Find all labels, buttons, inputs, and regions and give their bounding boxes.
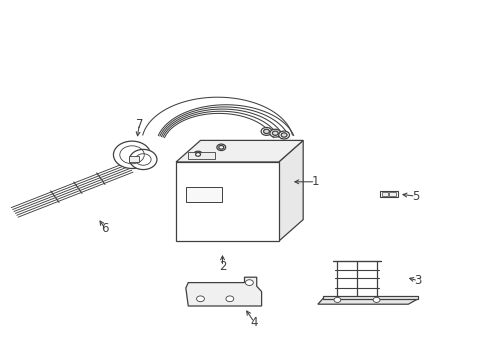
Polygon shape xyxy=(317,299,417,304)
Circle shape xyxy=(216,144,225,150)
Bar xyxy=(188,152,215,159)
Circle shape xyxy=(196,296,204,302)
Bar xyxy=(382,192,387,196)
Circle shape xyxy=(333,297,340,302)
Bar xyxy=(128,156,139,162)
Text: 3: 3 xyxy=(413,274,421,287)
Circle shape xyxy=(261,127,271,135)
Bar xyxy=(388,192,395,196)
Bar xyxy=(185,187,222,202)
Polygon shape xyxy=(278,140,303,241)
Circle shape xyxy=(272,131,278,135)
Text: 6: 6 xyxy=(101,222,109,235)
Circle shape xyxy=(195,153,200,156)
Circle shape xyxy=(113,141,150,168)
Text: 2: 2 xyxy=(218,260,226,273)
Text: 7: 7 xyxy=(135,118,143,131)
Bar xyxy=(380,191,397,197)
Polygon shape xyxy=(185,277,261,306)
Circle shape xyxy=(281,133,286,137)
Text: 4: 4 xyxy=(250,316,258,329)
Text: 5: 5 xyxy=(411,190,419,203)
Text: 1: 1 xyxy=(311,175,319,188)
Circle shape xyxy=(129,149,157,170)
Circle shape xyxy=(193,151,202,158)
Polygon shape xyxy=(176,140,303,162)
Circle shape xyxy=(269,129,280,137)
Circle shape xyxy=(278,131,289,139)
Circle shape xyxy=(372,297,379,302)
Circle shape xyxy=(245,280,253,285)
Circle shape xyxy=(218,145,223,149)
Circle shape xyxy=(263,129,269,134)
Circle shape xyxy=(225,296,233,302)
Polygon shape xyxy=(176,162,278,241)
Polygon shape xyxy=(322,296,417,299)
